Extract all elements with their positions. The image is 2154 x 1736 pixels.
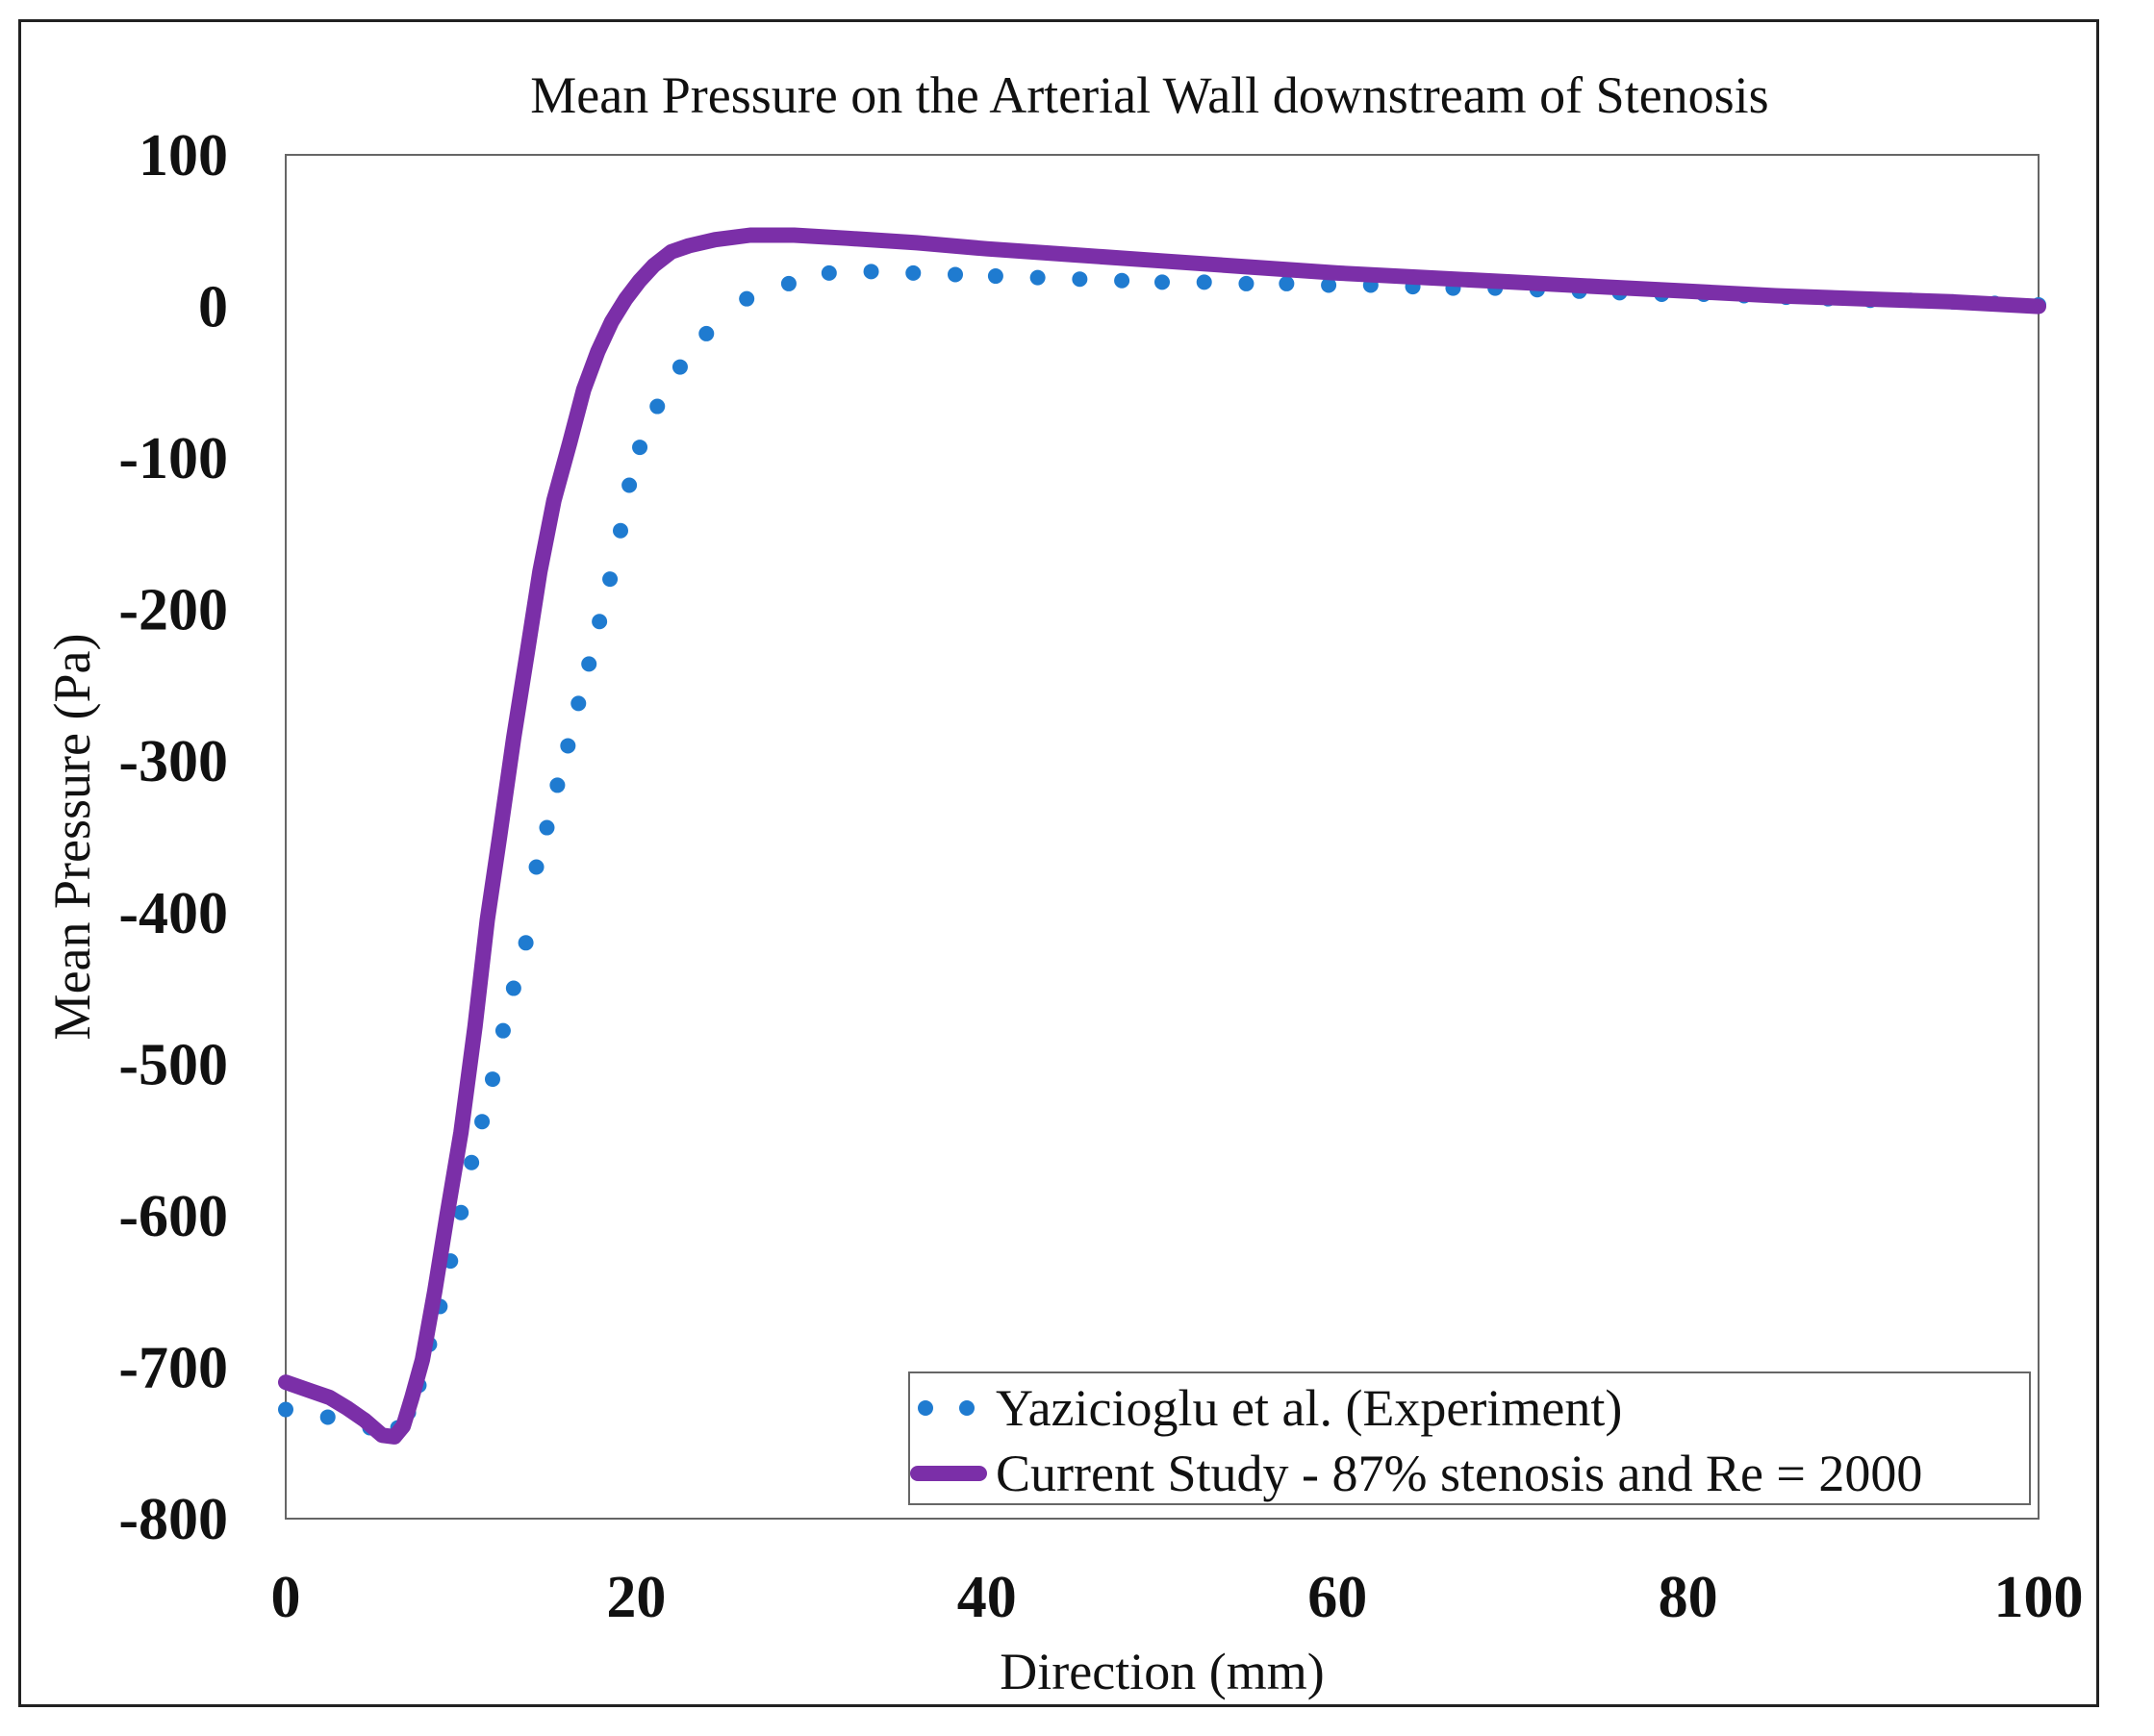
y-tick-label: -500: [118, 1032, 228, 1097]
experiment-point: [621, 477, 638, 493]
experiment-point: [672, 359, 688, 375]
experiment-point: [649, 398, 666, 415]
legend-box: [908, 1371, 2031, 1505]
experiment-point: [987, 268, 1003, 285]
experiment-point: [632, 440, 648, 456]
experiment-point: [948, 266, 964, 283]
experiment-point: [1114, 272, 1130, 289]
experiment-point: [905, 264, 922, 281]
experiment-point: [474, 1114, 491, 1130]
y-tick-label: -800: [118, 1487, 228, 1552]
experiment-point: [453, 1204, 469, 1220]
chart-title: Mean Pressure on the Arterial Wall downs…: [530, 66, 1768, 124]
experiment-point: [821, 264, 837, 281]
experiment-point: [592, 614, 608, 630]
y-tick-label: -100: [118, 426, 228, 491]
experiment-point: [1196, 274, 1212, 290]
experiment-point: [549, 777, 566, 793]
experiment-point: [278, 1401, 293, 1418]
series-2: [278, 227, 2046, 1445]
y-axis-label: Mean Pressure (Pa): [43, 634, 101, 1041]
x-tick-label: 40: [957, 1565, 1017, 1630]
experiment-point: [570, 695, 587, 712]
experiment-point: [1238, 275, 1254, 291]
series-1: [278, 264, 2046, 1436]
x-axis-ticks: 0 20 40 60 80 100: [271, 1565, 2084, 1630]
current-study-line: [278, 227, 2046, 1445]
y-tick-label: -600: [118, 1184, 228, 1249]
legend-label-current-study: Current Study - 87% stenosis and Re = 20…: [996, 1445, 1922, 1502]
experiment-point: [780, 275, 797, 291]
experiment-point: [319, 1409, 336, 1425]
legend-label-experiment: Yazicioglu et al. (Experiment): [996, 1379, 1622, 1437]
experiment-point: [560, 738, 576, 754]
experiment-point: [464, 1154, 480, 1170]
x-tick-label: 20: [606, 1565, 666, 1630]
experiment-point: [863, 264, 879, 280]
experiment-point: [505, 980, 521, 996]
experiment-point: [739, 290, 755, 307]
y-tick-label: 100: [139, 123, 228, 189]
y-tick-label: -200: [118, 578, 228, 643]
y-tick-label: 0: [198, 275, 228, 340]
experiment-point: [528, 859, 545, 875]
y-axis-ticks: 100 0 -100 -200 -300 -400 -500 -600 -700 -800: [118, 123, 228, 1552]
experiment-point: [539, 819, 555, 836]
experiment-point: [494, 1022, 511, 1039]
experiment-point: [698, 325, 715, 341]
x-tick-label: 0: [271, 1565, 301, 1630]
experiment-point: [1321, 277, 1337, 293]
y-tick-label: -300: [118, 729, 228, 794]
experiment-point: [613, 522, 629, 539]
experiment-point: [581, 656, 597, 672]
experiment-point: [1279, 275, 1295, 291]
legend: Yazicioglu et al. (Experiment) Current S…: [908, 1371, 2031, 1505]
x-axis-label: Direction (mm): [1000, 1643, 1324, 1700]
experiment-point: [484, 1071, 500, 1088]
x-tick-label: 100: [1994, 1565, 2084, 1630]
experiment-point: [518, 935, 534, 951]
x-tick-label: 80: [1659, 1565, 1718, 1630]
experiment-point: [1029, 269, 1046, 286]
experiment-point: [1154, 274, 1170, 290]
x-tick-label: 60: [1307, 1565, 1367, 1630]
series-layer: [278, 227, 2046, 1445]
legend-marker-experiment: [918, 1400, 975, 1416]
plot-area-border: [285, 154, 2040, 1520]
y-tick-label: -400: [118, 881, 228, 946]
y-tick-label: -700: [118, 1335, 228, 1400]
experiment-point: [1072, 271, 1088, 288]
experiment-point: [602, 571, 619, 588]
